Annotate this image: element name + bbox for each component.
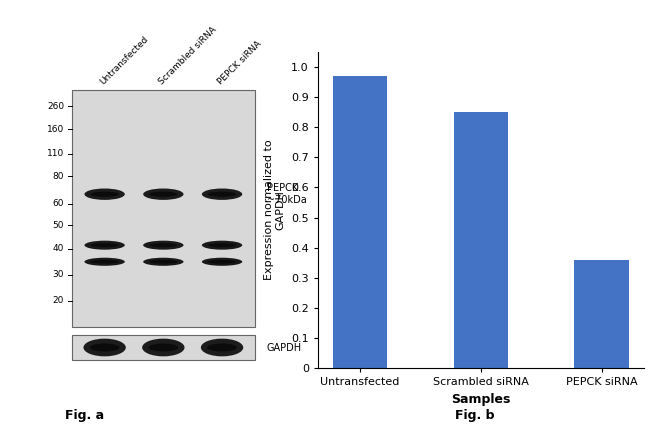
Y-axis label: Expression normalized to
GAPDH: Expression normalized to GAPDH <box>264 140 285 280</box>
Ellipse shape <box>83 339 126 356</box>
Text: 40: 40 <box>53 244 64 253</box>
Ellipse shape <box>202 241 242 250</box>
Ellipse shape <box>143 258 183 266</box>
Text: 160: 160 <box>47 125 64 133</box>
Ellipse shape <box>150 192 177 197</box>
Text: 80: 80 <box>53 172 64 181</box>
Ellipse shape <box>84 258 125 266</box>
Bar <box>575 260 629 368</box>
Ellipse shape <box>201 339 243 356</box>
Ellipse shape <box>90 243 119 247</box>
Ellipse shape <box>208 192 236 197</box>
Text: PEPCK
~70kDa: PEPCK ~70kDa <box>267 183 307 205</box>
Text: Fig. b: Fig. b <box>455 409 494 422</box>
Text: PEPCK siRNA: PEPCK siRNA <box>216 39 263 87</box>
Ellipse shape <box>207 343 237 352</box>
Ellipse shape <box>150 243 177 247</box>
Text: 260: 260 <box>47 102 64 111</box>
Ellipse shape <box>84 188 125 200</box>
Ellipse shape <box>90 343 120 352</box>
Text: 110: 110 <box>47 149 64 158</box>
Ellipse shape <box>202 258 242 266</box>
Text: Fig. a: Fig. a <box>65 409 104 422</box>
Text: 60: 60 <box>53 199 64 208</box>
Ellipse shape <box>148 343 178 352</box>
Ellipse shape <box>202 188 242 200</box>
X-axis label: Samples: Samples <box>451 393 510 406</box>
Text: Untransfected: Untransfected <box>98 35 150 87</box>
Text: 50: 50 <box>53 220 64 229</box>
FancyBboxPatch shape <box>72 335 255 360</box>
Ellipse shape <box>90 192 119 197</box>
Ellipse shape <box>143 241 183 250</box>
Text: Scrambled siRNA: Scrambled siRNA <box>157 26 218 87</box>
Bar <box>454 112 508 368</box>
Text: 30: 30 <box>53 270 64 279</box>
Ellipse shape <box>90 260 119 264</box>
Text: GAPDH: GAPDH <box>267 343 302 352</box>
Ellipse shape <box>208 243 236 247</box>
Ellipse shape <box>142 339 185 356</box>
Ellipse shape <box>150 260 177 264</box>
Bar <box>333 76 387 368</box>
FancyBboxPatch shape <box>72 90 255 327</box>
Ellipse shape <box>208 260 236 264</box>
Ellipse shape <box>143 188 183 200</box>
Text: 20: 20 <box>53 296 64 305</box>
Ellipse shape <box>84 241 125 250</box>
